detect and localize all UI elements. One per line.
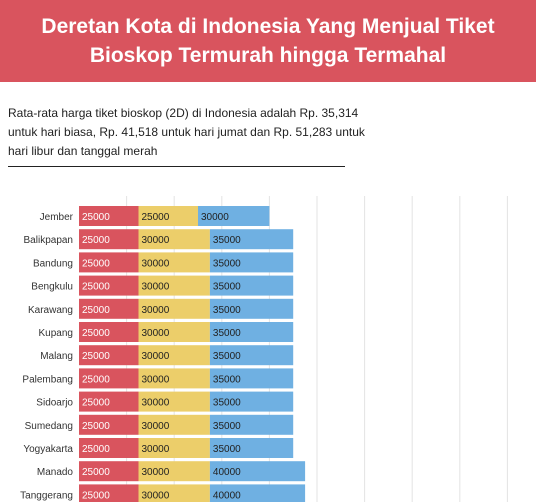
data-label: 30000 <box>142 490 170 501</box>
bar-segment-2 <box>138 229 210 250</box>
category-label: Tanggerang <box>20 490 73 501</box>
bar-segment-2 <box>138 368 210 389</box>
bar-segment-3 <box>209 298 294 319</box>
data-label: 25000 <box>82 282 110 293</box>
data-label: 25000 <box>82 444 110 455</box>
data-label: 35000 <box>213 305 241 316</box>
data-label: 30000 <box>142 235 170 246</box>
bar-segment-3 <box>209 368 294 389</box>
data-label: 30000 <box>201 212 229 223</box>
bar-segment-2 <box>138 298 210 319</box>
bar-segment-3 <box>209 229 294 250</box>
bar-segment-1 <box>79 298 139 319</box>
bar-segment-3 <box>209 391 294 412</box>
category-label: Kupang <box>39 328 73 339</box>
data-label: 30000 <box>142 258 170 269</box>
chart-title-line-1: Deretan Kota di Indonesia Yang Menjual T… <box>41 15 495 38</box>
bar-segment-3 <box>209 461 306 482</box>
stacked-bar-chart: Jember 25000 25000 30000 Balikpapan 25000 3000… <box>20 196 508 502</box>
category-label: Sumedang <box>25 421 73 432</box>
data-label: 25000 <box>142 212 170 223</box>
data-label: 25000 <box>82 490 110 501</box>
data-label: 25000 <box>82 467 110 478</box>
data-label: 25000 <box>82 421 110 432</box>
bar-segment-1 <box>79 345 139 366</box>
bar-segment-1 <box>79 368 139 389</box>
chart-title-line-2: Bioskop Termurah hingga Termahal <box>89 44 447 67</box>
bar-segment-2 <box>138 391 210 412</box>
bar-segment-3 <box>209 252 294 273</box>
data-label: 35000 <box>213 235 241 246</box>
data-label: 30000 <box>142 421 170 432</box>
category-label: Karawang <box>28 305 73 316</box>
data-label: 35000 <box>213 421 241 432</box>
bar-segment-1 <box>79 391 139 412</box>
data-label: 35000 <box>213 444 241 455</box>
data-label: 30000 <box>142 351 170 362</box>
data-label: 35000 <box>213 374 241 385</box>
bar-segment-1 <box>79 461 139 482</box>
bar-segment-3 <box>198 206 270 226</box>
bar-segment-1 <box>79 275 139 296</box>
bar-segment-2 <box>138 275 210 296</box>
data-label: 30000 <box>142 328 170 339</box>
data-label: 40000 <box>213 467 241 478</box>
category-label: Sidoarjo <box>36 398 73 409</box>
data-label: 25000 <box>82 398 110 409</box>
category-label: Bengkulu <box>31 282 73 293</box>
title-banner: Deretan Kota di Indonesia Yang Menjual T… <box>0 0 536 82</box>
bar-segment-3 <box>209 345 294 366</box>
bar-segment-1 <box>79 252 139 273</box>
data-label: 30000 <box>142 374 170 385</box>
data-label: 35000 <box>213 282 241 293</box>
data-label: 25000 <box>82 328 110 339</box>
bar-segment-1 <box>79 206 139 226</box>
data-label: 35000 <box>213 258 241 269</box>
data-label: 30000 <box>142 305 170 316</box>
data-label: 25000 <box>82 258 110 269</box>
data-label: 25000 <box>82 212 110 223</box>
category-label: Jember <box>40 212 74 223</box>
data-label: 25000 <box>82 374 110 385</box>
bar-segment-3 <box>209 438 294 458</box>
bar-segment-3 <box>209 484 306 502</box>
bar-segment-1 <box>79 438 139 458</box>
bar-segment-1 <box>79 414 139 435</box>
divider <box>8 166 345 167</box>
bar-segment-2 <box>138 461 210 482</box>
bar-segment-1 <box>79 229 139 250</box>
data-label: 30000 <box>142 282 170 293</box>
data-label: 35000 <box>213 328 241 339</box>
data-label: 35000 <box>213 398 241 409</box>
data-label: 40000 <box>213 490 241 501</box>
bar-segment-3 <box>209 275 294 296</box>
data-label: 30000 <box>142 444 170 455</box>
bar-segment-2 <box>138 484 210 502</box>
bar-segment-2 <box>138 414 210 435</box>
bar-segment-2 <box>138 206 198 226</box>
bar-segment-2 <box>138 438 210 458</box>
data-label: 25000 <box>82 305 110 316</box>
chart-description: Rata-rata harga tiket bioskop (2D) di In… <box>8 106 365 158</box>
bar-segment-3 <box>209 414 294 435</box>
category-label: Manado <box>37 467 74 478</box>
category-label: Palembang <box>22 374 73 385</box>
bar-segment-3 <box>209 322 294 342</box>
data-label: 30000 <box>142 467 170 478</box>
data-label: 35000 <box>213 351 241 362</box>
bar-segment-2 <box>138 345 210 366</box>
category-label: Malang <box>40 351 73 362</box>
bar-segment-2 <box>138 322 210 342</box>
data-label: 25000 <box>82 235 110 246</box>
data-label: 30000 <box>142 398 170 409</box>
category-label: Yogyakarta <box>23 444 73 455</box>
category-label: Bandung <box>33 258 73 269</box>
data-label: 25000 <box>82 351 110 362</box>
category-label: Balikpapan <box>24 235 73 246</box>
bar-segment-1 <box>79 322 139 342</box>
bar-segment-1 <box>79 484 139 502</box>
bar-segment-2 <box>138 252 210 273</box>
